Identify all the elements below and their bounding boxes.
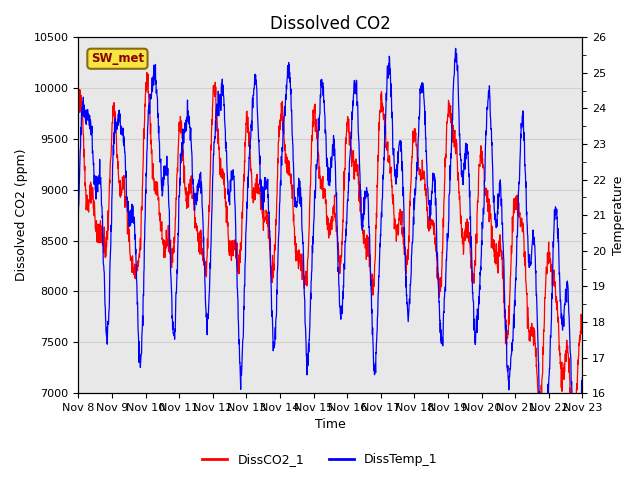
Title: Dissolved CO2: Dissolved CO2 — [270, 15, 391, 33]
DissTemp_1 — [452, 46, 460, 51]
Line: DissCO2_1: DissCO2_1 — [78, 72, 582, 403]
DissTemp_1 — [564, 298, 572, 304]
DissCO2_1 — [307, 182, 314, 188]
DissTemp_1 — [74, 217, 82, 223]
DissCO2_1 — [74, 120, 82, 126]
Y-axis label: Dissolved CO2 (ppm): Dissolved CO2 (ppm) — [15, 149, 28, 281]
DissTemp_1 — [306, 311, 314, 317]
DissTemp_1 — [319, 84, 327, 90]
DissCO2_1 — [579, 322, 586, 328]
DissCO2_1 — [143, 70, 151, 75]
Text: SW_met: SW_met — [91, 52, 144, 65]
DissCO2_1 — [100, 235, 108, 240]
DissTemp_1 — [579, 375, 586, 381]
DissTemp_1 — [564, 285, 572, 291]
DissCO2_1 — [564, 350, 572, 356]
DissCO2_1 — [534, 400, 542, 406]
Legend: DissCO2_1, DissTemp_1: DissCO2_1, DissTemp_1 — [197, 448, 443, 471]
DissCO2_1 — [320, 193, 328, 199]
DissCO2_1 — [472, 262, 479, 268]
DissTemp_1 — [472, 340, 479, 346]
X-axis label: Time: Time — [315, 419, 346, 432]
DissCO2_1 — [564, 353, 572, 359]
DissTemp_1 — [100, 268, 108, 274]
Line: DissTemp_1: DissTemp_1 — [78, 48, 582, 400]
DissTemp_1 — [536, 397, 544, 403]
Y-axis label: Temperature: Temperature — [612, 176, 625, 255]
